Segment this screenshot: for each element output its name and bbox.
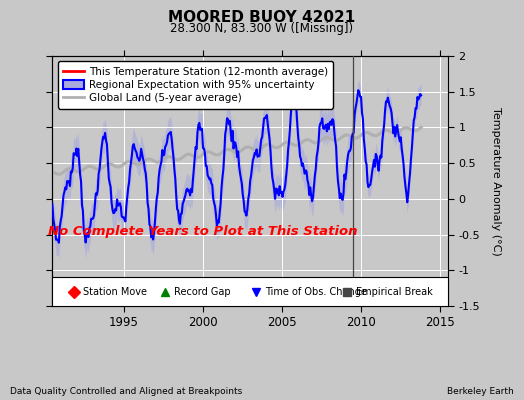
Text: Record Gap: Record Gap — [174, 287, 231, 297]
Text: Berkeley Earth: Berkeley Earth — [447, 387, 514, 396]
Legend: This Temperature Station (12-month average), Regional Expectation with 95% uncer: This Temperature Station (12-month avera… — [58, 61, 333, 108]
Text: Empirical Break: Empirical Break — [356, 287, 433, 297]
Text: Time of Obs. Change: Time of Obs. Change — [265, 287, 367, 297]
Text: MOORED BUOY 42021: MOORED BUOY 42021 — [168, 10, 356, 25]
Y-axis label: Temperature Anomaly (°C): Temperature Anomaly (°C) — [491, 107, 501, 255]
Text: No Complete Years to Plot at This Station: No Complete Years to Plot at This Statio… — [48, 224, 357, 238]
Text: Station Move: Station Move — [83, 287, 147, 297]
Text: Data Quality Controlled and Aligned at Breakpoints: Data Quality Controlled and Aligned at B… — [10, 387, 243, 396]
Text: 28.300 N, 83.300 W ([Missing]): 28.300 N, 83.300 W ([Missing]) — [170, 22, 354, 35]
Bar — [52, 277, 448, 306]
